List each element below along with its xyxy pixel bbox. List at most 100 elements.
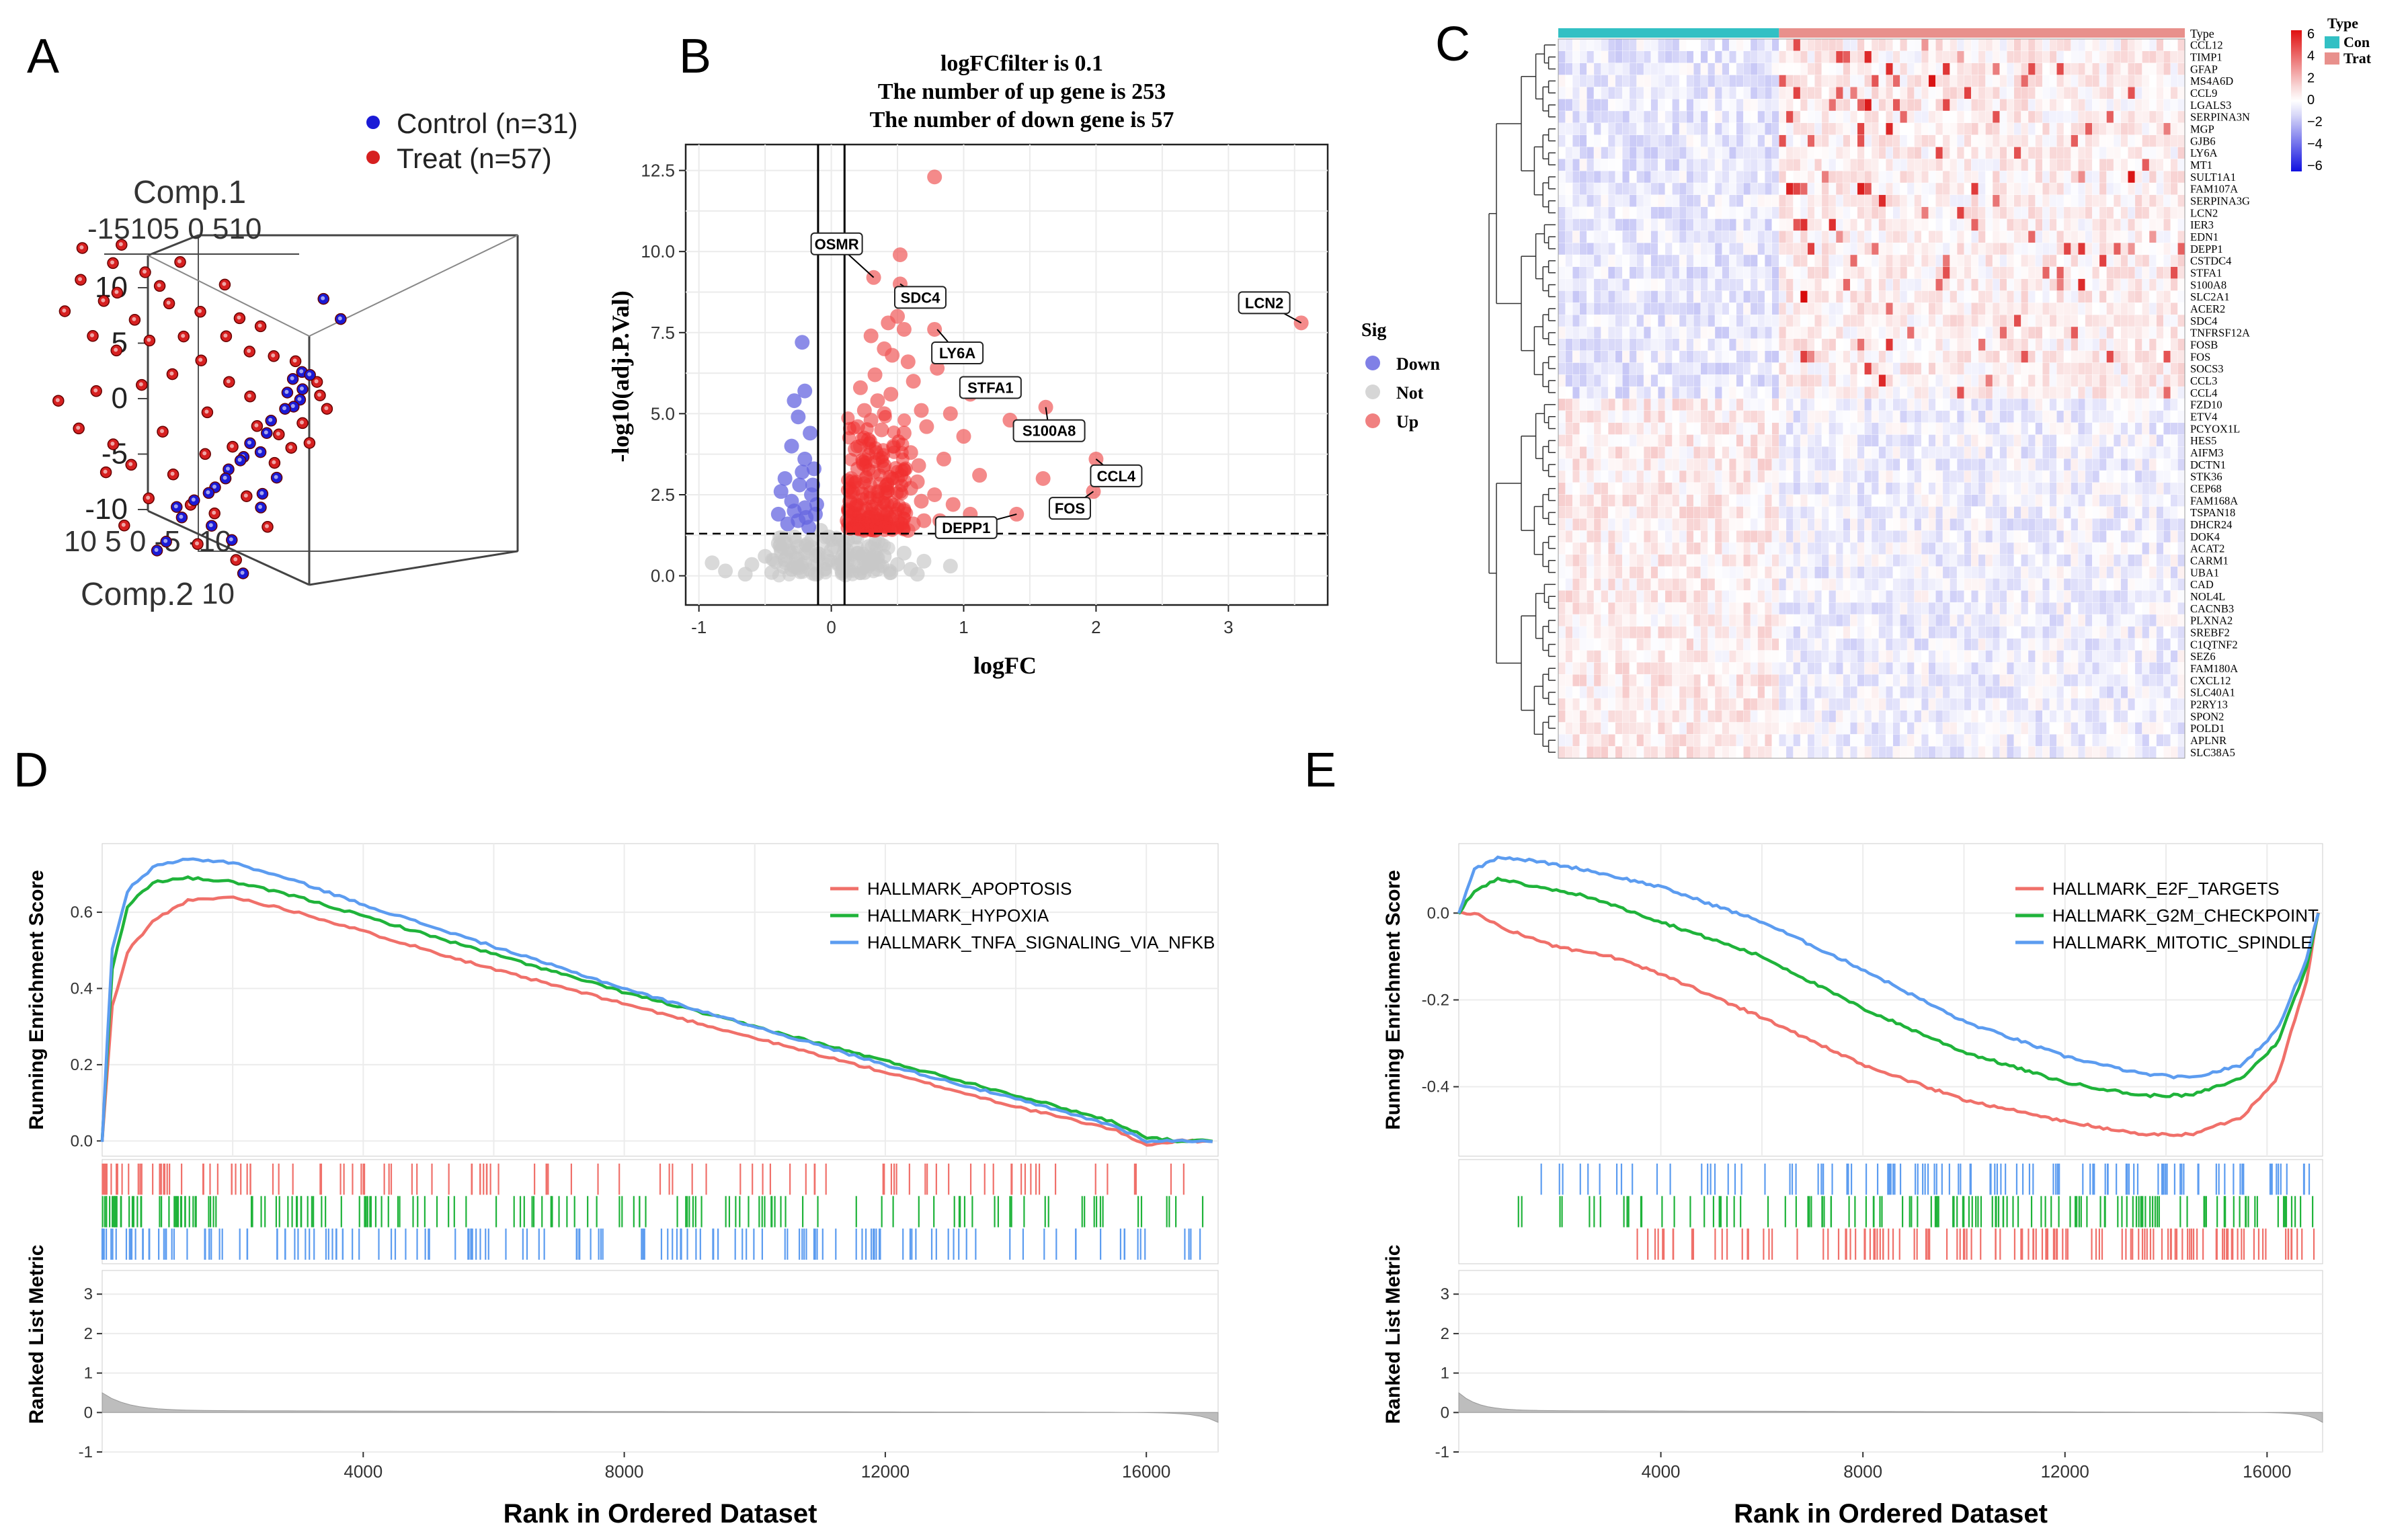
heatmap-cell — [1607, 170, 1616, 184]
heatmap-cell — [2120, 278, 2128, 291]
heatmap-cell — [1708, 590, 1716, 603]
heatmap-cell — [1593, 542, 1602, 555]
heatmap-cell — [2007, 578, 2015, 591]
heatmap-cell — [1622, 314, 1630, 327]
point-down-19 — [805, 477, 821, 493]
heatmap-cell — [1885, 350, 1894, 364]
heatmap-cell — [1992, 242, 2001, 255]
heatmap-cell — [1565, 290, 1573, 303]
heatmap-cell — [2042, 63, 2050, 75]
heatmap-cell — [1622, 458, 1630, 471]
heatmap-cell — [1714, 50, 1723, 64]
heatmap-cell — [1607, 194, 1616, 208]
heatmap-cell — [2021, 38, 2029, 52]
heatmap-cell — [1921, 422, 1929, 436]
point-highlight — [166, 300, 171, 305]
heatmap-cell — [1686, 170, 1694, 184]
heatmap-cell — [2056, 87, 2064, 99]
heatmap-cell — [2028, 578, 2036, 591]
heatmap-cell — [2063, 530, 2072, 543]
heatmap-cell — [1558, 590, 1566, 603]
heatmap-cell — [2021, 470, 2029, 483]
heatmap-cell — [1878, 290, 1886, 303]
heatmap-cell — [1921, 350, 1929, 364]
heatmap-cell — [1835, 266, 1844, 280]
heatmap-cell — [1686, 518, 1694, 531]
heatmap-cell — [1999, 38, 2007, 52]
heatmap-cell — [1992, 518, 2001, 531]
heatmap-cell — [1601, 458, 1609, 471]
heatmap-cell — [1672, 134, 1680, 148]
heatmap-cell — [1636, 494, 1644, 508]
heatmap-cell — [1956, 266, 1965, 280]
heatmap-cell — [2056, 374, 2064, 387]
heatmap-cell — [1764, 110, 1773, 124]
gene-label-HES5: HES5 — [2190, 434, 2216, 447]
heatmap-cell — [1679, 278, 1687, 291]
heatmap-cell — [1658, 182, 1666, 196]
heatmap-cell — [1643, 266, 1652, 280]
heatmap-cell — [1636, 362, 1644, 375]
heatmap-cell — [1558, 470, 1566, 483]
heatmap-cell — [1722, 182, 1730, 196]
heatmap-cell — [1878, 87, 1886, 99]
heatmap-cell — [2063, 231, 2072, 243]
heatmap-cell — [2149, 482, 2157, 495]
heatmap-cell — [2163, 542, 2171, 555]
point-highlight — [254, 423, 259, 428]
heatmap-cell — [2113, 110, 2122, 124]
heatmap-cell — [2049, 63, 2057, 75]
heatmap-cell — [1964, 147, 1972, 159]
heatmap-cell — [1821, 170, 1829, 184]
heatmap-cell — [1800, 182, 1808, 196]
heatmap-cell — [1565, 63, 1573, 75]
heatmap-cell — [1885, 134, 1894, 148]
heatmap-cell — [1878, 159, 1886, 171]
heatmap-cell — [1942, 506, 1951, 519]
heatmap-cell — [2013, 530, 2021, 543]
heatmap-cell — [1757, 122, 1765, 136]
heatmap-cell — [2149, 530, 2157, 543]
heatmap-cell — [1587, 75, 1595, 87]
point-not-dense — [854, 549, 869, 563]
heatmap-cell — [1728, 50, 1737, 64]
heatmap-cell — [1587, 590, 1595, 603]
heatmap-cell — [1593, 110, 1602, 124]
heatmap-cell — [1593, 98, 1602, 112]
heatmap-cell — [1950, 314, 1958, 327]
heatmap-cell — [2063, 542, 2072, 555]
heatmap-cell — [1601, 170, 1609, 184]
heatmap-cell — [2071, 362, 2079, 375]
heatmap-cell — [1622, 470, 1630, 483]
heatmap-cell — [1928, 218, 1936, 231]
heatmap-cell — [2142, 134, 2150, 148]
heatmap-cell — [2049, 302, 2057, 315]
gene-label-TNFRSF12A: TNFRSF12A — [2190, 327, 2250, 339]
heatmap-cell — [2163, 50, 2171, 64]
heatmap-cell — [1650, 182, 1658, 196]
heatmap-cell — [1629, 398, 1638, 411]
heatmap-cell — [1708, 566, 1716, 579]
point-highlight — [163, 538, 168, 543]
heatmap-cell — [2163, 98, 2171, 112]
heatmap-cell — [1871, 386, 1880, 399]
heatmap-cell — [2063, 302, 2072, 315]
heatmap-cell — [1622, 254, 1630, 268]
heatmap-cell — [1892, 530, 1900, 543]
heatmap-cell — [2035, 386, 2043, 399]
heatmap-cell — [1650, 98, 1658, 112]
heatmap-cell — [1679, 326, 1687, 339]
heatmap-cell — [1607, 182, 1616, 196]
heatmap-cell — [1686, 122, 1694, 136]
heatmap-cell — [1885, 314, 1894, 327]
heatmap-cell — [1878, 578, 1886, 591]
heatmap-cell — [2092, 338, 2100, 352]
heatmap-cell — [1728, 566, 1737, 579]
heatmap-cell — [1743, 470, 1751, 483]
heatmap-cell — [1764, 458, 1773, 471]
heatmap-cell — [1793, 374, 1801, 387]
heatmap-cell — [1743, 290, 1751, 303]
heatmap-cell — [1629, 410, 1638, 423]
heatmap-cell — [1878, 254, 1886, 268]
heatmap-cell — [1764, 170, 1773, 184]
